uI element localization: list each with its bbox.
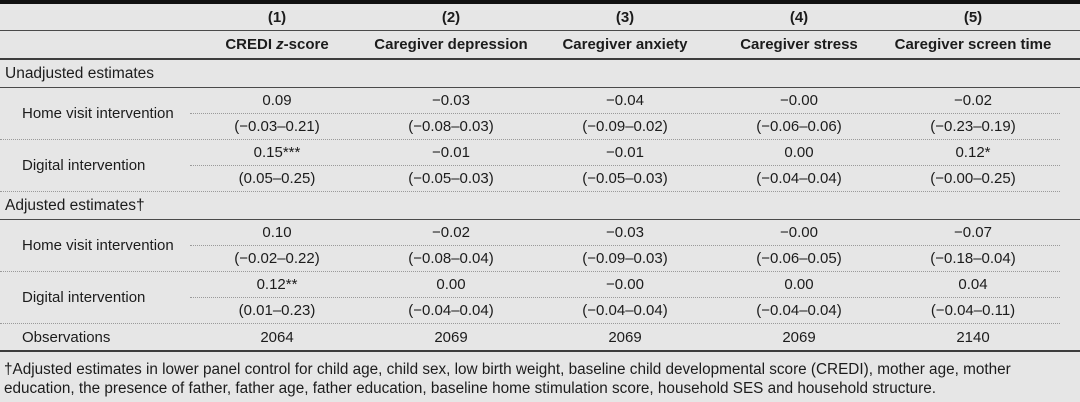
estimate-cell: −0.00 xyxy=(780,224,818,241)
ci-cell: (−0.18–0.04) xyxy=(930,250,1016,267)
ci-cell: (−0.05–0.03) xyxy=(408,170,494,187)
horizontal-rule xyxy=(0,219,1080,220)
ci-cell: (−0.05–0.03) xyxy=(582,170,668,187)
observations-cell: 2069 xyxy=(608,328,642,346)
column-header: Caregiver stress xyxy=(740,36,858,53)
estimate-cell: −0.00 xyxy=(606,276,644,293)
column-number: (2) xyxy=(441,8,461,26)
ci-cell: (−0.06–0.05) xyxy=(756,250,842,267)
estimate-cell: 0.12** xyxy=(256,276,298,293)
ci-cell: (−0.09–0.03) xyxy=(582,250,668,267)
column-number: (5) xyxy=(963,8,983,26)
estimate-cell: −0.07 xyxy=(954,224,992,241)
estimate-cell: −0.00 xyxy=(780,92,818,109)
ci-cell: (−0.04–0.04) xyxy=(756,302,842,319)
observations-row: Observations 2064 2069 2069 2069 2140 xyxy=(0,324,1080,350)
ci-cell: (0.05–0.25) xyxy=(238,170,316,187)
observations-cell: 2064 xyxy=(260,328,294,346)
estimate-cell: 0.12* xyxy=(955,144,991,161)
ci-cell: (−0.04–0.04) xyxy=(756,170,842,187)
column-header: Caregiver depression xyxy=(374,36,528,53)
ci-cell: (−0.09–0.02) xyxy=(582,118,668,135)
row-label: Digital intervention xyxy=(22,289,146,306)
estimate-cell: 0.00 xyxy=(784,144,814,161)
row-label: Home visit intervention xyxy=(22,237,174,254)
row-group-digital-unadjusted: Digital intervention 0.15*** −0.01 −0.01… xyxy=(0,140,1080,191)
estimate-cell: 0.09 xyxy=(262,92,292,109)
dotted-rule xyxy=(0,191,1060,192)
column-header: Caregiver screen time xyxy=(894,36,1052,53)
table-top-rule xyxy=(0,0,1080,4)
row-label: Observations xyxy=(22,328,111,346)
row-group-digital-adjusted: Digital intervention 0.12** 0.00 −0.00 0… xyxy=(0,272,1080,323)
ci-cell: (−0.23–0.19) xyxy=(930,118,1016,135)
confidence-interval-row: (0.01–0.23) (−0.04–0.04) (−0.04–0.04) (−… xyxy=(190,298,1060,323)
column-header-credi: CREDI z-score xyxy=(225,36,329,53)
confidence-interval-row: (0.05–0.25) (−0.05–0.03) (−0.05–0.03) (−… xyxy=(190,166,1060,191)
horizontal-rule xyxy=(0,58,1080,60)
ci-cell: (−0.04–0.11) xyxy=(930,302,1016,319)
row-group-home-visit-adjusted: Home visit intervention 0.10 −0.02 −0.03… xyxy=(0,220,1080,271)
ci-cell: (−0.02–0.22) xyxy=(234,250,320,267)
row-group-home-visit-unadjusted: Home visit intervention 0.09 −0.03 −0.04… xyxy=(0,88,1080,139)
table-footnote: †Adjusted estimates in lower panel contr… xyxy=(4,361,1011,397)
estimate-cell: −0.03 xyxy=(606,224,644,241)
column-number: (4) xyxy=(789,8,809,26)
column-number-row: (1) (2) (3) (4) (5) xyxy=(0,4,1080,30)
estimate-cell: −0.02 xyxy=(954,92,992,109)
dotted-rule xyxy=(0,323,1060,324)
row-label: Digital intervention xyxy=(22,157,146,174)
dotted-rule xyxy=(0,139,1060,140)
column-header-row: CREDI z-score Caregiver depression Careg… xyxy=(0,31,1080,58)
ci-cell: (−0.08–0.04) xyxy=(408,250,494,267)
estimate-cell: 0.10 xyxy=(262,224,292,241)
estimate-row: 0.15*** −0.01 −0.01 0.00 0.12* xyxy=(190,140,1060,166)
observations-cell: 2069 xyxy=(434,328,468,346)
ci-cell: (−0.00–0.25) xyxy=(930,170,1016,187)
observations-cell: 2140 xyxy=(956,328,990,346)
estimate-cell: −0.03 xyxy=(432,92,470,109)
table-bottom-rule xyxy=(0,350,1080,352)
estimate-cell: −0.02 xyxy=(432,224,470,241)
column-number: (1) xyxy=(267,8,287,26)
confidence-interval-row: (−0.02–0.22) (−0.08–0.04) (−0.09–0.03) (… xyxy=(190,246,1060,271)
ci-cell: (−0.04–0.04) xyxy=(582,302,668,319)
estimate-row: 0.12** 0.00 −0.00 0.00 0.04 xyxy=(190,272,1060,298)
row-label: Home visit intervention xyxy=(22,105,174,122)
estimate-cell: 0.04 xyxy=(958,276,988,293)
estimate-cell: 0.00 xyxy=(436,276,466,293)
confidence-interval-row: (−0.03–0.21) (−0.08–0.03) (−0.09–0.02) (… xyxy=(190,114,1060,139)
estimate-row: 0.09 −0.03 −0.04 −0.00 −0.02 xyxy=(190,88,1060,114)
estimate-cell: −0.01 xyxy=(606,144,644,161)
ci-cell: (−0.06–0.06) xyxy=(756,118,842,135)
ci-cell: (−0.04–0.04) xyxy=(408,302,494,319)
ci-cell: (−0.08–0.03) xyxy=(408,118,494,135)
horizontal-rule xyxy=(0,87,1080,88)
column-header: Caregiver anxiety xyxy=(562,36,688,53)
estimate-row: 0.10 −0.02 −0.03 −0.00 −0.07 xyxy=(190,220,1060,246)
dotted-rule xyxy=(0,271,1060,272)
ci-cell: (−0.03–0.21) xyxy=(234,118,320,135)
horizontal-rule xyxy=(0,30,1080,31)
observations-cell: 2069 xyxy=(782,328,816,346)
section-title-unadjusted: Unadjusted estimates xyxy=(5,64,155,82)
estimate-cell: −0.04 xyxy=(606,92,644,109)
estimate-cell: 0.00 xyxy=(784,276,814,293)
section-title-adjusted: Adjusted estimates† xyxy=(5,196,145,214)
column-number: (3) xyxy=(615,8,635,26)
estimate-cell: 0.15*** xyxy=(253,144,301,161)
ci-cell: (0.01–0.23) xyxy=(238,302,316,319)
estimate-cell: −0.01 xyxy=(432,144,470,161)
